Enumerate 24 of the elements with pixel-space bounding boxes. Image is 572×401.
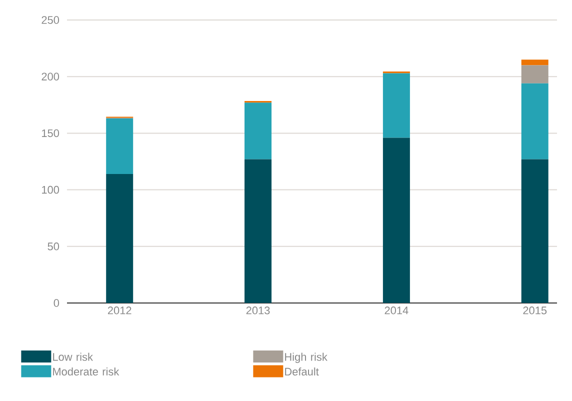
bar [521, 60, 548, 66]
bar [521, 83, 548, 160]
legend-label: Low risk [53, 352, 93, 361]
bar [106, 174, 134, 303]
y-tick-label: 250 [42, 16, 60, 24]
legend-label: High risk [285, 352, 328, 363]
x-tick-label: 2014 [384, 306, 408, 314]
y-tick-label: 0 [54, 299, 60, 307]
legend-label: Default [285, 367, 319, 376]
bar [521, 159, 548, 303]
bar [106, 118, 134, 174]
bar [244, 102, 272, 160]
y-tick-label: 100 [42, 186, 60, 194]
y-tick-label: 150 [42, 129, 60, 138]
bar [382, 73, 410, 138]
x-tick-label: 2015 [523, 306, 547, 314]
y-tick-label: 200 [42, 72, 60, 80]
x-tick-label: 2013 [246, 306, 270, 314]
bar [521, 65, 548, 84]
x-tick-label: 2012 [108, 306, 132, 314]
y-tick-label: 50 [48, 242, 60, 250]
legend-label: Moderate risk [53, 367, 120, 376]
bar [382, 138, 410, 303]
bar [244, 159, 272, 303]
